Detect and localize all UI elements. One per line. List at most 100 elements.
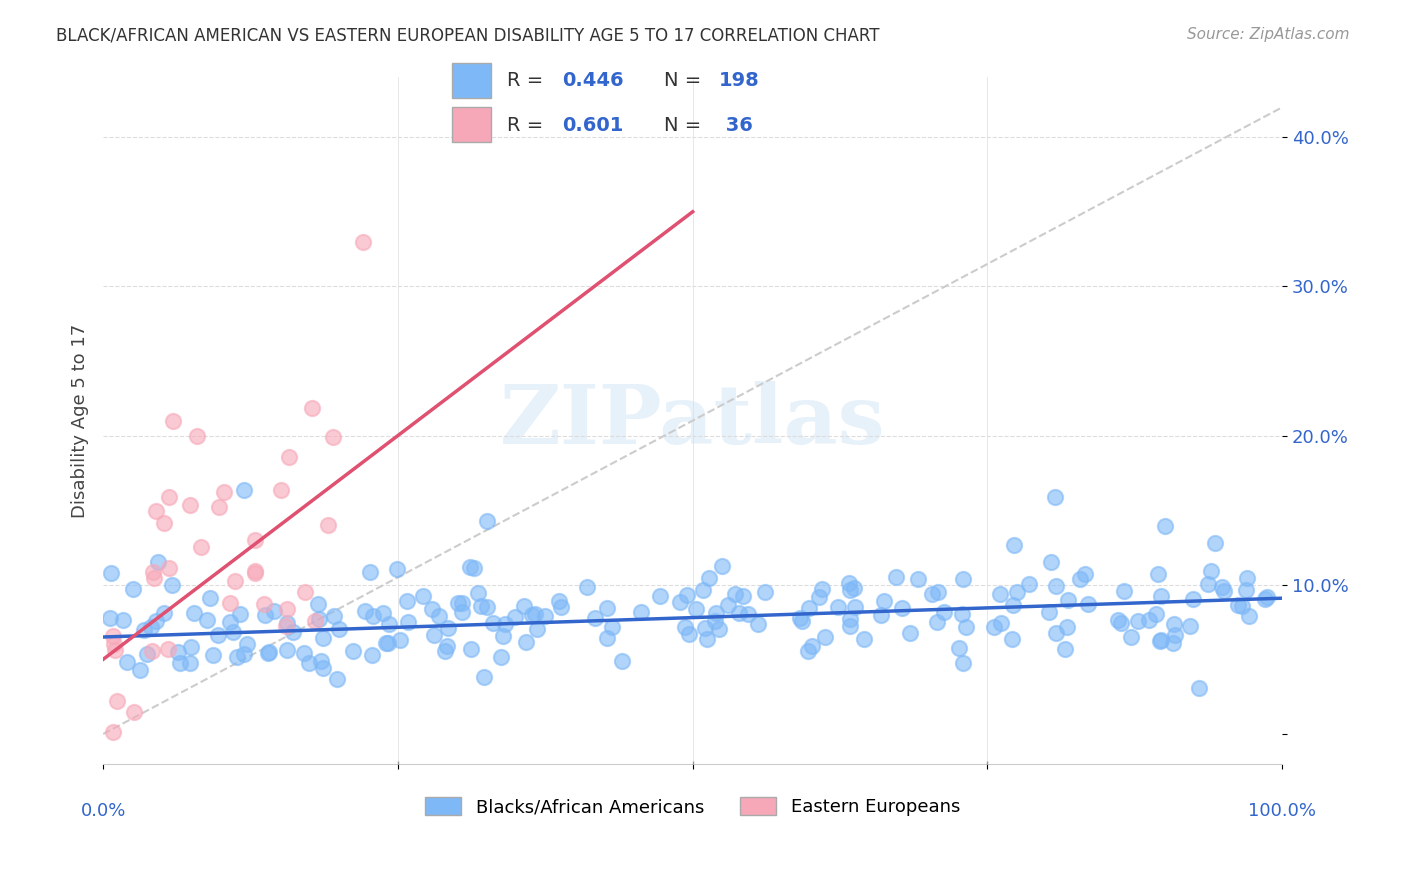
Point [533,608,555,623]
Point [1254,592,1277,607]
Point [354,604,377,618]
Point [1213,583,1236,598]
Point [104,642,127,657]
Point [673,620,696,634]
Point [1164,628,1187,642]
Point [839,612,862,626]
Point [1137,613,1160,627]
Point [226,649,249,664]
Point [328,622,350,636]
Point [548,593,571,607]
Point [596,601,619,615]
Point [322,430,344,444]
Point [1150,632,1173,647]
Point [142,565,165,579]
Point [304,614,326,628]
Point [754,585,776,599]
Text: 100.0%: 100.0% [1249,802,1316,820]
Point [359,565,381,579]
Point [186,428,208,442]
Point [1149,633,1171,648]
Point [463,561,485,575]
Point [1188,681,1211,695]
Point [276,643,298,657]
Point [129,663,152,677]
Point [1107,613,1129,627]
Point [583,611,606,625]
Point [219,615,242,629]
Point [1182,592,1205,607]
Point [276,602,298,616]
Point [952,573,974,587]
Point [243,566,266,580]
Text: N =: N = [664,71,707,90]
Point [1119,630,1142,644]
Point [1237,609,1260,624]
Point [450,596,472,610]
Text: 198: 198 [720,71,761,90]
Point [710,558,733,573]
Point [515,635,537,649]
Point [1144,607,1167,622]
Point [1056,593,1078,607]
Point [596,631,619,645]
Point [111,613,134,627]
Point [276,619,298,633]
Point [813,630,835,644]
Point [1002,538,1025,552]
Point [385,562,408,576]
Point [709,623,731,637]
Point [105,694,128,708]
Point [1001,632,1024,647]
Point [1039,555,1062,569]
Point [1234,582,1257,597]
Point [925,615,948,630]
Text: Source: ZipAtlas.com: Source: ZipAtlas.com [1187,27,1350,42]
Point [950,607,973,622]
Point [263,604,285,618]
Point [436,639,458,653]
Point [1178,619,1201,633]
Point [724,587,747,601]
Point [789,610,811,624]
Text: N =: N = [664,116,707,135]
Point [731,589,754,603]
Point [1109,616,1132,631]
Point [844,600,866,615]
Point [301,401,323,415]
Point [243,533,266,547]
Point [492,630,515,644]
Text: 36: 36 [720,116,754,135]
Point [427,609,450,624]
Point [229,607,252,622]
Point [482,615,505,630]
Point [475,600,498,615]
Point [352,235,374,249]
Point [396,615,419,630]
Text: 0.446: 0.446 [562,71,623,90]
Point [602,620,624,634]
Point [513,599,536,613]
Point [190,540,212,554]
Point [308,612,330,626]
Point [132,623,155,637]
Point [695,621,717,635]
Point [420,602,443,616]
Point [412,589,434,603]
Point [160,577,183,591]
Point [197,613,219,627]
Point [157,490,180,504]
Point [388,633,411,648]
Point [1161,635,1184,649]
Point [808,590,831,604]
Point [550,599,572,614]
Point [157,561,180,575]
Point [98,611,121,625]
Point [100,566,122,580]
Point [277,450,299,464]
Point [952,656,974,670]
Point [117,656,139,670]
Point [326,673,349,687]
Point [891,601,914,615]
Point [298,656,321,670]
